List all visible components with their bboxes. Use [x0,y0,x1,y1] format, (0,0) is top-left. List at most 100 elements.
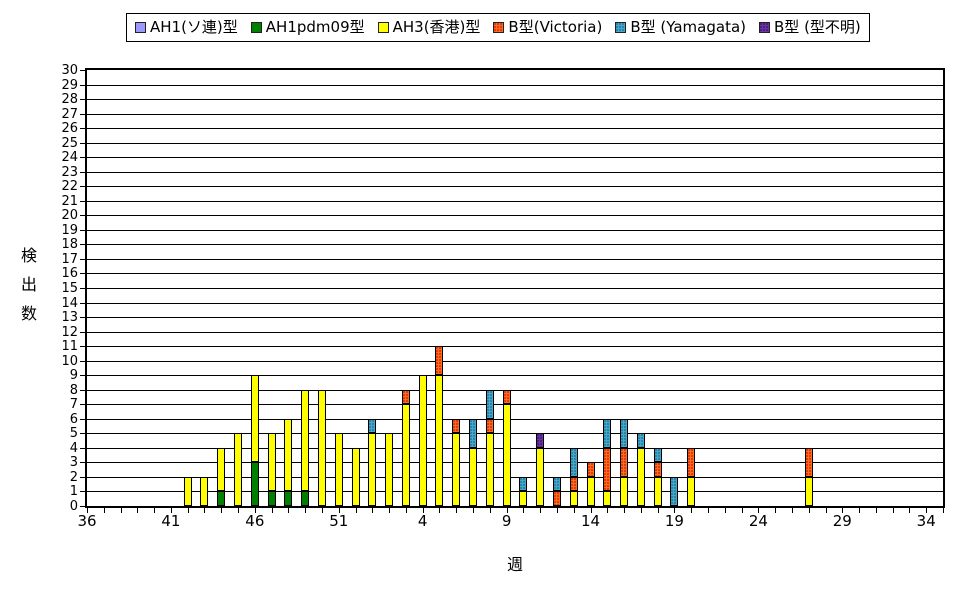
y-tick [80,84,85,86]
legend-item-pdm09: AH1pdm09型 [250,18,365,36]
bar-segment-victoria [653,462,662,477]
bar-week-7 [469,418,478,506]
y-tick [80,113,85,115]
y-tick [80,128,85,130]
bar-week-43 [200,476,209,506]
legend-swatch-yamagata-icon [615,22,627,33]
bar-segment-victoria [804,447,813,477]
y-tick [80,462,85,464]
y-tick-label: 30 [61,63,78,78]
gridline [87,128,943,130]
bar-segment-victoria [687,447,696,477]
bar-week-3 [401,389,410,506]
bar-segment-ah3 [603,491,612,506]
bar-week-18 [653,447,662,506]
bar-segment-ah3 [653,476,662,506]
bar-week-20 [687,447,696,506]
bar-segment-ah3 [569,491,578,506]
bar-segment-ah3 [368,433,377,506]
y-tick [80,375,85,377]
bar-week-9 [502,389,511,506]
bar-segment-yamagata [603,418,612,448]
bar-segment-ah3 [183,476,192,506]
legend: AH1(ソ連)型 AH1pdm09型 AH3(香港)型 B型(Victoria) B型 … [126,13,870,42]
y-tick-label: 1 [69,484,78,500]
legend-swatch-pdm09-icon [250,22,262,33]
gridline [87,418,943,420]
y-tick-label: 6 [69,411,78,427]
y-tick [80,215,85,217]
bar-week-17 [636,433,645,506]
x-tick [556,508,558,513]
x-tick [170,508,172,513]
gridline [87,389,943,391]
y-tick [80,157,85,159]
legend-swatch-unknown-icon [759,22,771,33]
y-tick-label: 28 [61,92,78,108]
y-tick-label: 17 [61,251,78,267]
legend-label-pdm09: AH1pdm09型 [265,18,365,36]
gridline [87,157,943,159]
gridline [87,171,943,173]
x-tick [943,508,944,513]
x-tick [473,508,475,513]
legend-item-ah3: AH3(香港)型 [377,20,480,35]
bar-segment-pdm09 [250,462,259,506]
gridline [87,462,943,464]
x-tick [540,508,542,513]
y-tick [80,273,85,275]
bar-segment-pdm09 [301,491,310,506]
bar-week-52 [351,447,360,506]
bar-week-10 [519,476,528,506]
x-tick-label: 46 [245,512,265,530]
bar-segment-ah3 [250,375,259,463]
y-tick [80,288,85,289]
bar-segment-yamagata [519,476,528,492]
bar-segment-ah3 [217,447,226,492]
x-tick [708,508,710,513]
bar-week-6 [452,418,461,506]
y-tick-label: 10 [61,353,78,369]
gridline [87,317,943,319]
gridline [87,215,943,217]
bar-segment-ah3 [351,447,360,506]
y-tick [80,200,85,202]
y-tick-label: 2 [69,469,78,485]
x-tick [640,508,642,513]
bar-segment-ah3 [234,433,243,506]
y-tick-label: 26 [61,121,78,137]
y-tick-label: 15 [61,281,78,296]
x-tick [825,508,827,513]
gridline [87,476,943,478]
y-tick-label: 7 [69,397,78,413]
y-tick [80,258,85,260]
x-tick [859,508,861,513]
gridline [87,331,943,333]
bar-segment-ah3 [586,476,595,506]
gridline [87,273,943,275]
y-tick-label: 12 [61,324,78,340]
x-tick [842,508,844,513]
y-tick-label: 21 [61,193,78,209]
bar-segment-ah3 [485,433,494,506]
legend-label-victoria: B型(Victoria) [508,18,603,36]
x-tick [87,508,88,513]
x-tick [389,508,391,513]
bar-week-11 [536,433,545,506]
bar-segment-yamagata [653,447,662,463]
bar-week-46 [250,375,259,506]
x-tick-label: 19 [664,512,684,530]
gridline [87,229,943,231]
gridline [87,346,943,348]
y-tick-label: 9 [69,368,78,384]
bar-segment-ah3 [418,375,427,506]
bar-segment-ah3 [519,491,528,506]
x-tick [405,508,407,513]
y-tick [80,433,85,435]
bar-segment-victoria [552,491,561,506]
x-tick [875,508,877,513]
gridline [87,142,943,144]
bar-week-45 [234,433,243,506]
bar-segment-unknown [536,433,545,448]
bar-week-14 [586,462,595,506]
